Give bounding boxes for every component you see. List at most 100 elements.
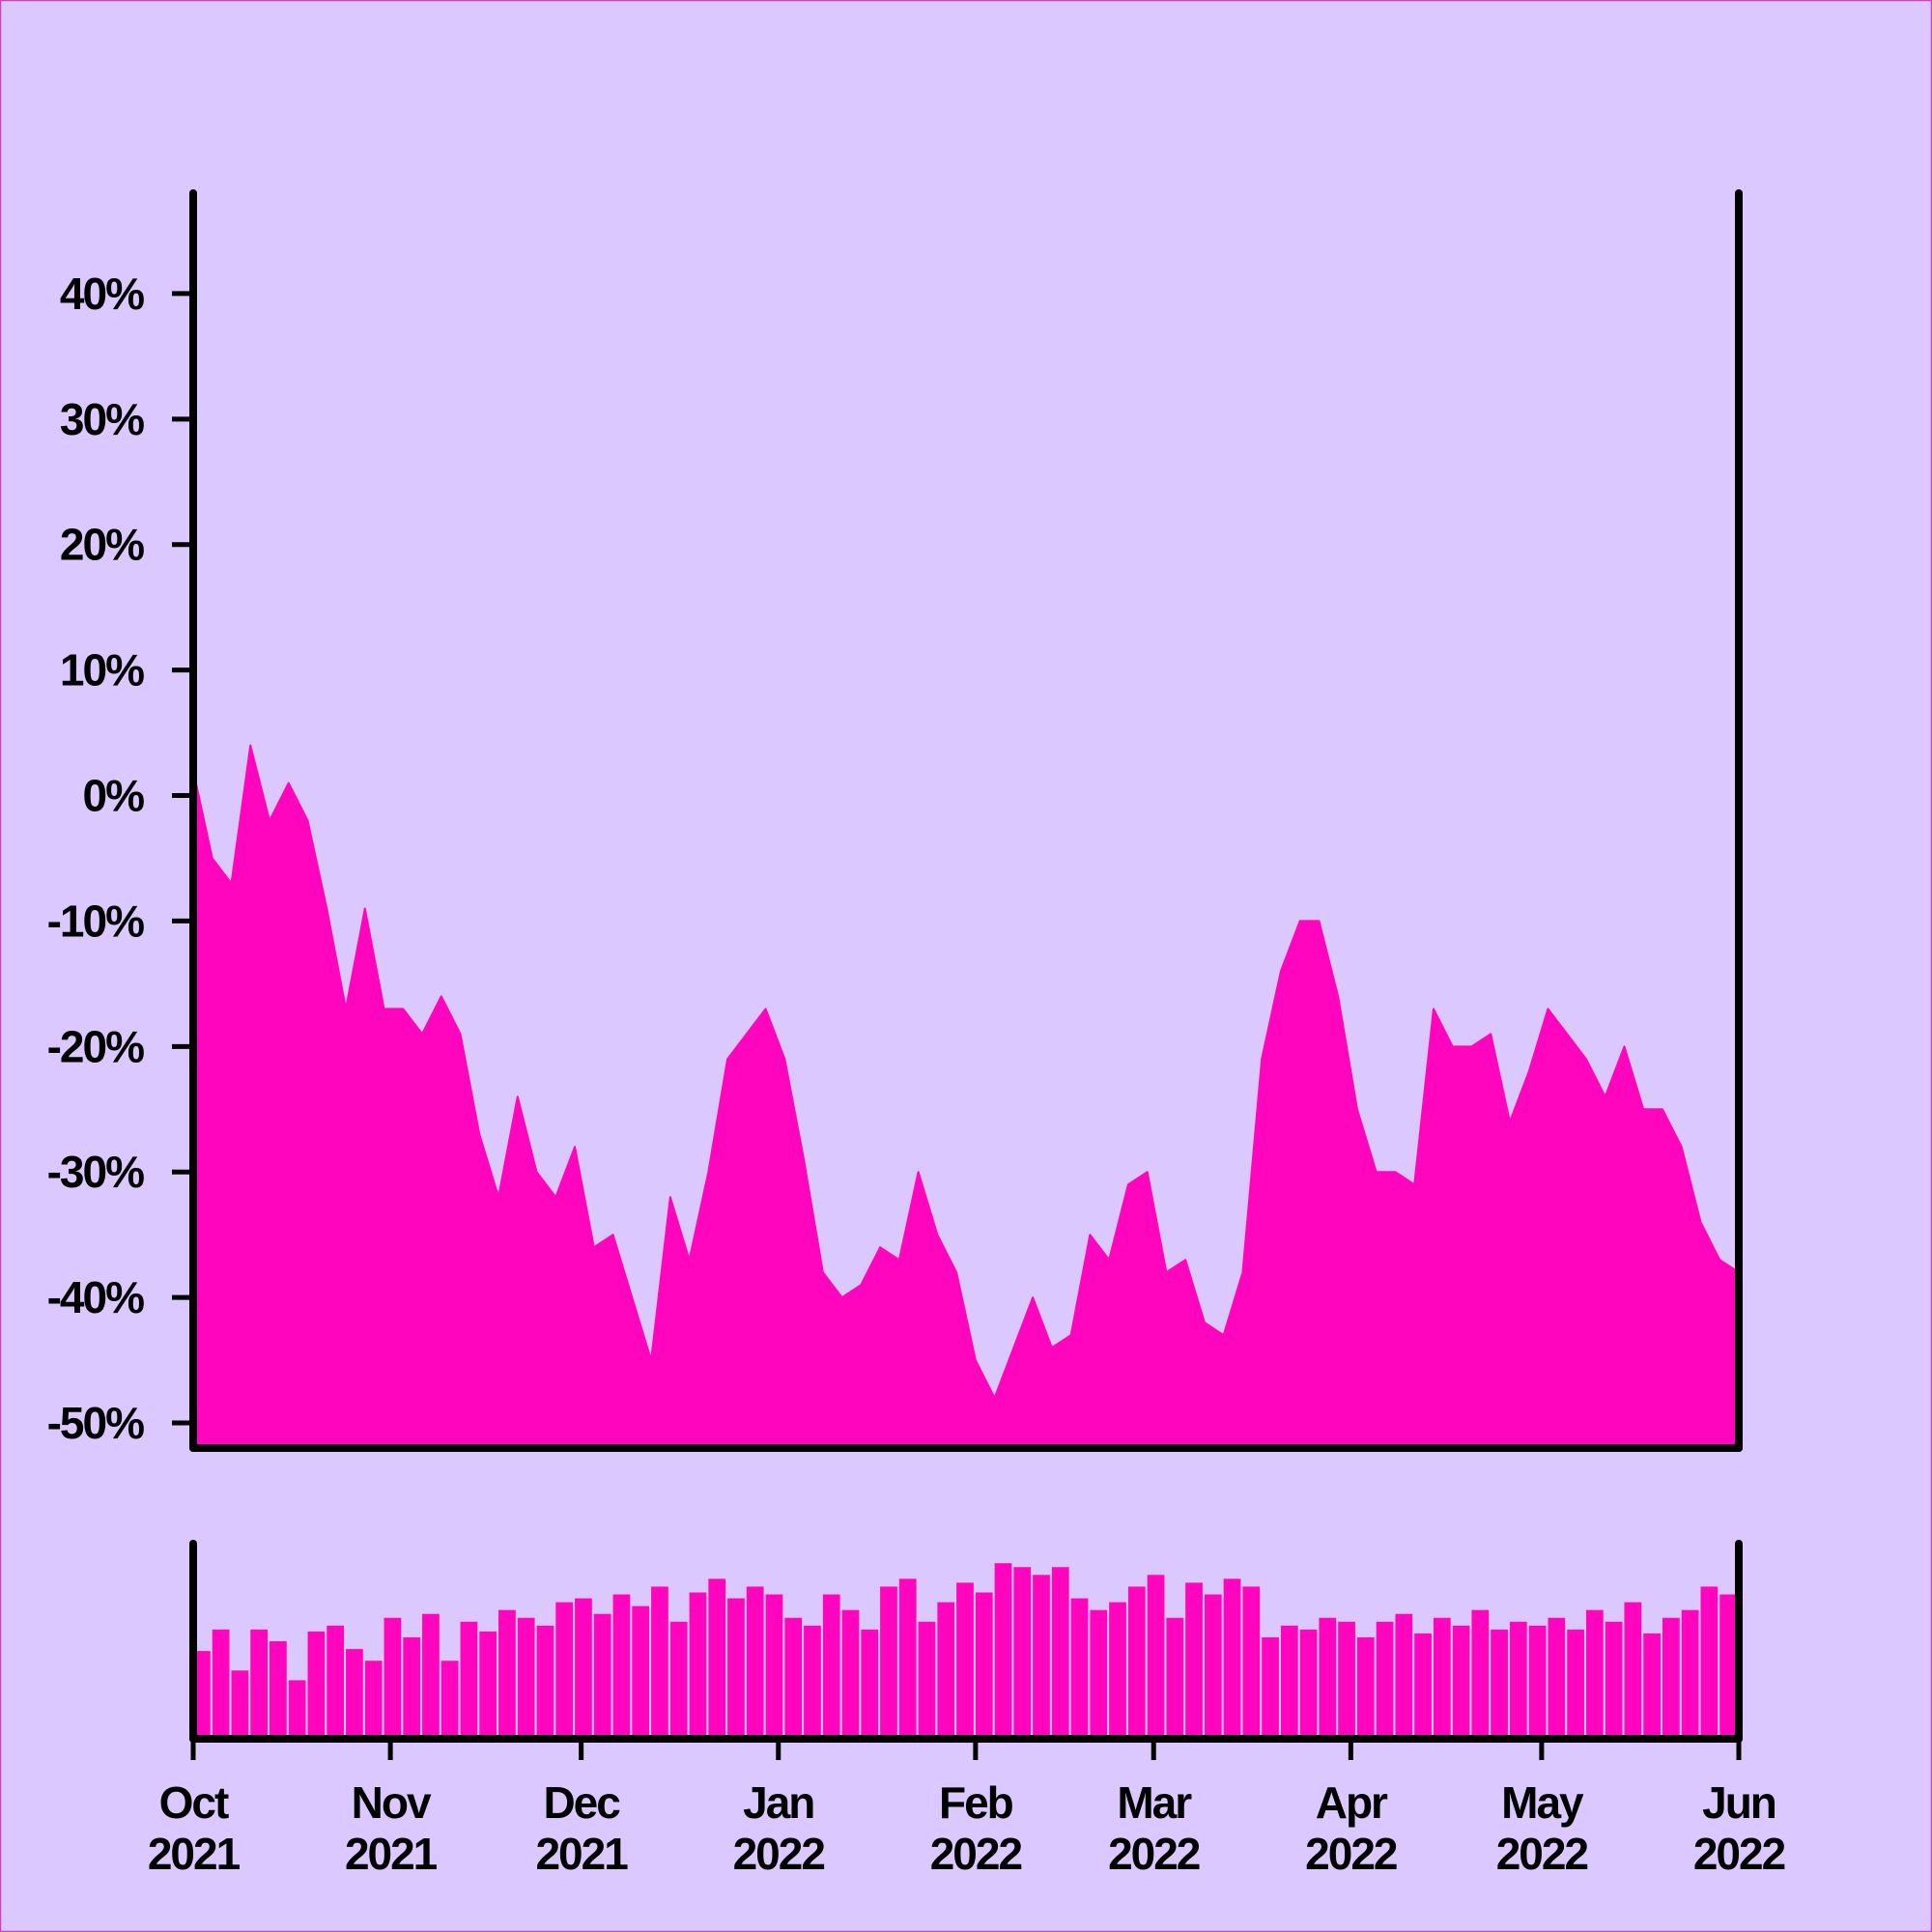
bar (1452, 1625, 1470, 1739)
bar (1280, 1625, 1298, 1739)
bar (1223, 1578, 1241, 1739)
bar (1262, 1636, 1279, 1739)
y-tick-label: 10% (60, 645, 144, 696)
bar (231, 1670, 249, 1739)
bar (422, 1613, 440, 1739)
bar (1033, 1575, 1050, 1739)
bar (575, 1598, 592, 1739)
bar (1624, 1602, 1642, 1739)
bar (727, 1598, 745, 1739)
bar (1567, 1629, 1584, 1739)
bar (1491, 1629, 1508, 1739)
bar (498, 1609, 516, 1739)
bar (880, 1586, 897, 1739)
bar (555, 1602, 574, 1739)
bar (1414, 1633, 1432, 1739)
bar (918, 1621, 936, 1739)
bar (612, 1594, 631, 1739)
bar (689, 1592, 707, 1739)
bar (1585, 1609, 1604, 1739)
x-tick-label: Jan 2022 (733, 1777, 825, 1879)
bar (804, 1625, 821, 1739)
bar (1147, 1575, 1165, 1739)
bar (1605, 1621, 1623, 1739)
bar (1185, 1582, 1203, 1739)
y-tick-label: -40% (47, 1272, 144, 1322)
y-tick-label: -50% (47, 1398, 144, 1448)
bar (1051, 1567, 1069, 1739)
bar (460, 1621, 478, 1739)
x-tick-label: Dec 2021 (535, 1777, 628, 1879)
y-tick-label: 0% (83, 771, 145, 821)
bar (1376, 1621, 1394, 1739)
bar (440, 1661, 459, 1739)
x-tick-label: Jun 2022 (1693, 1777, 1785, 1879)
bar (1681, 1609, 1699, 1739)
bar (975, 1592, 993, 1739)
y-tick-label: 40% (60, 269, 144, 319)
x-tick-label: Feb 2022 (930, 1777, 1022, 1879)
bar (193, 1651, 211, 1739)
bar (1109, 1602, 1126, 1739)
bar (517, 1617, 535, 1739)
bar (1070, 1598, 1089, 1739)
bar (403, 1636, 421, 1739)
bar (841, 1609, 860, 1739)
x-tick-label: Oct 2021 (148, 1777, 241, 1879)
x-tick-label: Apr 2022 (1305, 1777, 1397, 1879)
bar (1204, 1594, 1222, 1739)
bar (384, 1617, 402, 1739)
bar (536, 1625, 554, 1739)
y-tick-label: -10% (47, 895, 144, 946)
bar (593, 1613, 611, 1739)
bar (1356, 1636, 1375, 1739)
bar (1509, 1621, 1527, 1739)
bar (1338, 1621, 1355, 1739)
bar (1548, 1617, 1566, 1739)
bar (861, 1629, 879, 1739)
bar (346, 1649, 363, 1739)
bar (288, 1680, 306, 1739)
y-tick-label: 20% (60, 520, 144, 570)
bar (1700, 1586, 1719, 1739)
bar (1166, 1617, 1184, 1739)
bar (956, 1582, 974, 1739)
x-tick-label: May 2022 (1496, 1777, 1588, 1879)
bar (1719, 1594, 1737, 1739)
bar (1090, 1609, 1108, 1739)
bar (212, 1629, 230, 1739)
bar (270, 1641, 287, 1739)
area (192, 744, 1740, 1449)
bar (1471, 1609, 1490, 1739)
bar (898, 1578, 917, 1739)
bar (632, 1605, 650, 1739)
y-tick-label: 30% (60, 394, 144, 444)
bar (327, 1625, 345, 1739)
bar (1127, 1586, 1146, 1739)
bar (364, 1661, 383, 1739)
bar (994, 1563, 1012, 1739)
bar (1299, 1629, 1318, 1739)
bar (669, 1621, 688, 1739)
bar (937, 1602, 955, 1739)
bar (250, 1629, 269, 1739)
bar (1528, 1625, 1547, 1739)
bar (1662, 1617, 1680, 1739)
bar (765, 1594, 783, 1739)
bar (1433, 1617, 1451, 1739)
bar (1643, 1633, 1661, 1739)
bar (1395, 1613, 1413, 1739)
bar (307, 1631, 326, 1739)
bar (651, 1586, 668, 1739)
bar (746, 1586, 764, 1739)
x-tick-label: Nov 2021 (345, 1777, 438, 1879)
bar (479, 1631, 497, 1739)
bar (1013, 1567, 1032, 1739)
bar (822, 1594, 840, 1739)
x-tick-label: Mar 2022 (1108, 1777, 1200, 1879)
y-tick-label: -30% (47, 1147, 144, 1197)
bar (708, 1578, 726, 1739)
bar (784, 1617, 803, 1739)
